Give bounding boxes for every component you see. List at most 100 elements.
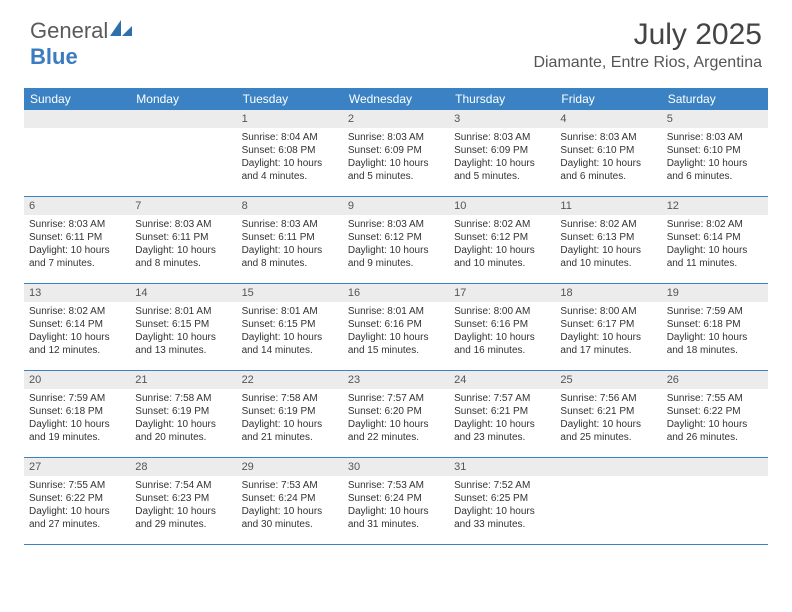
- day-content: Sunrise: 7:57 AMSunset: 6:20 PMDaylight:…: [343, 389, 449, 449]
- day-content: Sunrise: 8:03 AMSunset: 6:12 PMDaylight:…: [343, 215, 449, 275]
- daylight-text: and 22 minutes.: [348, 431, 444, 444]
- day-headers-row: SundayMondayTuesdayWednesdayThursdayFrid…: [24, 88, 768, 110]
- daylight-text: Daylight: 10 hours: [560, 418, 656, 431]
- day-cell-28: 28Sunrise: 7:54 AMSunset: 6:23 PMDayligh…: [130, 458, 236, 544]
- day-number: 24: [449, 371, 555, 389]
- daylight-text: and 27 minutes.: [29, 518, 125, 531]
- day-cell-13: 13Sunrise: 8:02 AMSunset: 6:14 PMDayligh…: [24, 284, 130, 370]
- day-cell-24: 24 Sunrise: 7:57 AMSunset: 6:21 PMDayligh…: [449, 371, 555, 457]
- sunrise-text: Sunrise: 7:58 AM: [135, 392, 231, 405]
- sunrise-text: Sunrise: 8:03 AM: [242, 218, 338, 231]
- sunset-text: Sunset: 6:21 PM: [454, 405, 550, 418]
- logo-text: General Blue: [30, 18, 132, 70]
- day-number: 9: [343, 197, 449, 215]
- sunset-text: Sunset: 6:23 PM: [135, 492, 231, 505]
- location: Diamante, Entre Rios, Argentina: [533, 54, 762, 72]
- daylight-text: and 8 minutes.: [135, 257, 231, 270]
- sunset-text: Sunset: 6:22 PM: [667, 405, 763, 418]
- daylight-text: and 16 minutes.: [454, 344, 550, 357]
- daylight-text: and 5 minutes.: [348, 170, 444, 183]
- day-content: Sunrise: 8:02 AMSunset: 6:14 PMDaylight:…: [24, 302, 130, 362]
- empty-cell: [130, 110, 236, 196]
- sunrise-text: Sunrise: 8:01 AM: [242, 305, 338, 318]
- daylight-text: Daylight: 10 hours: [454, 418, 550, 431]
- sunrise-text: Sunrise: 8:02 AM: [454, 218, 550, 231]
- sunset-text: Sunset: 6:09 PM: [454, 144, 550, 157]
- day-content: Sunrise: 7:58 AMSunset: 6:19 PMDaylight:…: [130, 389, 236, 449]
- day-header-thursday: Thursday: [449, 88, 555, 110]
- day-cell-10: 10Sunrise: 8:02 AMSunset: 6:12 PMDayligh…: [449, 197, 555, 283]
- daylight-text: Daylight: 10 hours: [135, 244, 231, 257]
- daylight-text: and 23 minutes.: [454, 431, 550, 444]
- sunset-text: Sunset: 6:16 PM: [454, 318, 550, 331]
- daylight-text: and 18 minutes.: [667, 344, 763, 357]
- daylight-text: and 19 minutes.: [29, 431, 125, 444]
- day-number: 25: [555, 371, 661, 389]
- day-number: 21: [130, 371, 236, 389]
- day-number: [555, 458, 661, 476]
- logo-text-1: General: [30, 18, 108, 43]
- day-cell-27: 27Sunrise: 7:55 AMSunset: 6:22 PMDayligh…: [24, 458, 130, 544]
- day-content: Sunrise: 8:03 AMSunset: 6:11 PMDaylight:…: [24, 215, 130, 275]
- day-number: [24, 110, 130, 128]
- day-content: Sunrise: 8:03 AMSunset: 6:10 PMDaylight:…: [662, 128, 768, 188]
- daylight-text: and 6 minutes.: [667, 170, 763, 183]
- day-content: Sunrise: 8:00 AMSunset: 6:17 PMDaylight:…: [555, 302, 661, 362]
- sunset-text: Sunset: 6:09 PM: [348, 144, 444, 157]
- day-number: 17: [449, 284, 555, 302]
- sunset-text: Sunset: 6:15 PM: [135, 318, 231, 331]
- day-cell-4: 4Sunrise: 8:03 AMSunset: 6:10 PMDaylight…: [555, 110, 661, 196]
- daylight-text: and 17 minutes.: [560, 344, 656, 357]
- week-row: 27Sunrise: 7:55 AMSunset: 6:22 PMDayligh…: [24, 458, 768, 545]
- sunrise-text: Sunrise: 8:00 AM: [454, 305, 550, 318]
- week-row: 20Sunrise: 7:59 AMSunset: 6:18 PMDayligh…: [24, 371, 768, 458]
- sunrise-text: Sunrise: 8:01 AM: [348, 305, 444, 318]
- sunset-text: Sunset: 6:24 PM: [242, 492, 338, 505]
- day-cell-29: 29Sunrise: 7:53 AMSunset: 6:24 PMDayligh…: [237, 458, 343, 544]
- day-content: Sunrise: 7:56 AMSunset: 6:21 PMDaylight:…: [555, 389, 661, 449]
- daylight-text: Daylight: 10 hours: [135, 418, 231, 431]
- logo-text-2: Blue: [30, 44, 78, 69]
- day-content: Sunrise: 8:00 AMSunset: 6:16 PMDaylight:…: [449, 302, 555, 362]
- calendar: SundayMondayTuesdayWednesdayThursdayFrid…: [24, 88, 768, 545]
- day-header-wednesday: Wednesday: [343, 88, 449, 110]
- sunrise-text: Sunrise: 8:04 AM: [242, 131, 338, 144]
- sunrise-text: Sunrise: 7:53 AM: [348, 479, 444, 492]
- daylight-text: and 31 minutes.: [348, 518, 444, 531]
- sunset-text: Sunset: 6:19 PM: [135, 405, 231, 418]
- daylight-text: and 30 minutes.: [242, 518, 338, 531]
- daylight-text: and 10 minutes.: [560, 257, 656, 270]
- sunrise-text: Sunrise: 7:59 AM: [667, 305, 763, 318]
- day-number: 26: [662, 371, 768, 389]
- day-cell-5: 5Sunrise: 8:03 AMSunset: 6:10 PMDaylight…: [662, 110, 768, 196]
- logo-sail-icon: [110, 20, 132, 38]
- day-cell-1: 1Sunrise: 8:04 AMSunset: 6:08 PMDaylight…: [237, 110, 343, 196]
- sunset-text: Sunset: 6:16 PM: [348, 318, 444, 331]
- day-header-friday: Friday: [555, 88, 661, 110]
- day-cell-22: 22Sunrise: 7:58 AMSunset: 6:19 PMDayligh…: [237, 371, 343, 457]
- sunrise-text: Sunrise: 7:57 AM: [454, 392, 550, 405]
- day-number: 18: [555, 284, 661, 302]
- day-cell-15: 15Sunrise: 8:01 AMSunset: 6:15 PMDayligh…: [237, 284, 343, 370]
- daylight-text: Daylight: 10 hours: [29, 418, 125, 431]
- day-number: 23: [343, 371, 449, 389]
- sunset-text: Sunset: 6:24 PM: [348, 492, 444, 505]
- daylight-text: Daylight: 10 hours: [29, 244, 125, 257]
- daylight-text: Daylight: 10 hours: [560, 157, 656, 170]
- daylight-text: and 21 minutes.: [242, 431, 338, 444]
- sunrise-text: Sunrise: 8:03 AM: [560, 131, 656, 144]
- daylight-text: Daylight: 10 hours: [348, 331, 444, 344]
- day-number: 13: [24, 284, 130, 302]
- daylight-text: Daylight: 10 hours: [29, 505, 125, 518]
- day-content: Sunrise: 8:01 AMSunset: 6:15 PMDaylight:…: [130, 302, 236, 362]
- day-number: 15: [237, 284, 343, 302]
- daylight-text: and 15 minutes.: [348, 344, 444, 357]
- day-content: Sunrise: 7:59 AMSunset: 6:18 PMDaylight:…: [662, 302, 768, 362]
- day-number: 5: [662, 110, 768, 128]
- daylight-text: Daylight: 10 hours: [348, 505, 444, 518]
- daylight-text: Daylight: 10 hours: [348, 244, 444, 257]
- daylight-text: Daylight: 10 hours: [454, 157, 550, 170]
- day-header-tuesday: Tuesday: [237, 88, 343, 110]
- daylight-text: Daylight: 10 hours: [135, 331, 231, 344]
- daylight-text: and 14 minutes.: [242, 344, 338, 357]
